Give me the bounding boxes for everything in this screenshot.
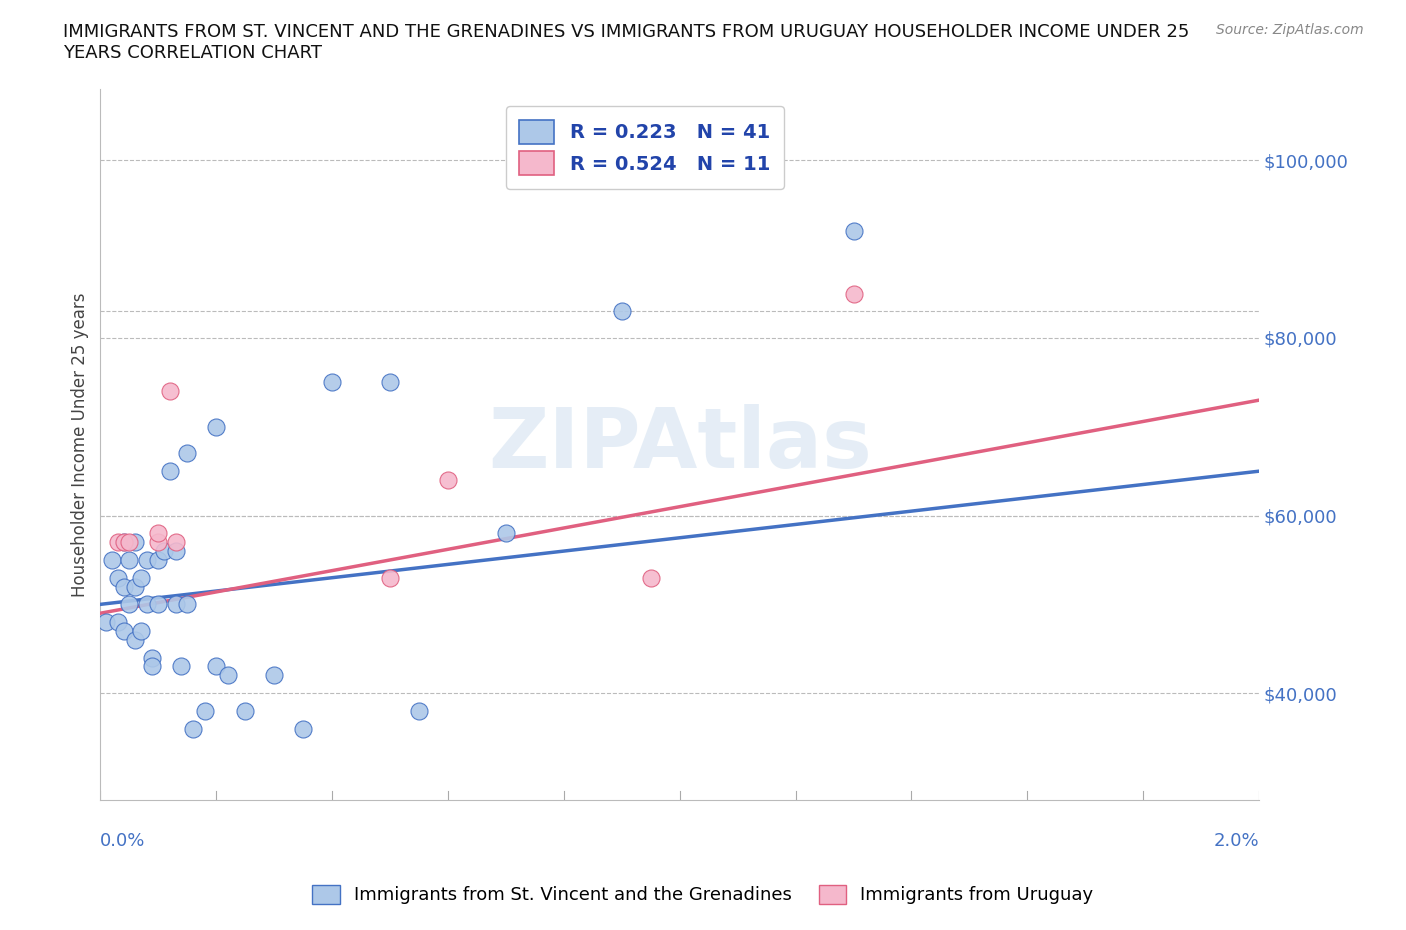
Point <box>141 659 163 674</box>
Text: Source: ZipAtlas.com: Source: ZipAtlas.com <box>1216 23 1364 37</box>
Point <box>408 703 430 718</box>
Point <box>321 375 343 390</box>
Text: IMMIGRANTS FROM ST. VINCENT AND THE GRENADINES VS IMMIGRANTS FROM URUGUAY HOUSEH: IMMIGRANTS FROM ST. VINCENT AND THE GREN… <box>63 23 1189 62</box>
Text: 2.0%: 2.0% <box>1213 831 1260 850</box>
Point <box>153 544 176 559</box>
Point <box>842 286 865 301</box>
Point <box>165 544 187 559</box>
Point <box>233 703 256 718</box>
Point <box>640 570 662 585</box>
Text: ZIPAtlas: ZIPAtlas <box>488 404 872 485</box>
Point <box>124 632 146 647</box>
Point <box>165 535 187 550</box>
Point <box>205 659 228 674</box>
Point <box>112 623 135 638</box>
Point <box>112 579 135 594</box>
Point <box>165 597 187 612</box>
Point <box>148 535 170 550</box>
Point <box>112 535 135 550</box>
Point <box>148 525 170 540</box>
Point <box>205 419 228 434</box>
Point <box>437 472 460 487</box>
Point <box>159 464 181 479</box>
Point <box>129 570 152 585</box>
Point <box>148 597 170 612</box>
Point <box>107 570 129 585</box>
Point <box>170 659 193 674</box>
Point <box>118 552 141 567</box>
Point <box>176 446 198 461</box>
Point <box>107 535 129 550</box>
Y-axis label: Householder Income Under 25 years: Householder Income Under 25 years <box>72 292 89 597</box>
Point <box>148 552 170 567</box>
Legend: R = 0.223   N = 41, R = 0.524   N = 11: R = 0.223 N = 41, R = 0.524 N = 11 <box>506 106 785 189</box>
Legend: Immigrants from St. Vincent and the Grenadines, Immigrants from Uruguay: Immigrants from St. Vincent and the Gren… <box>305 878 1101 911</box>
Point <box>135 597 157 612</box>
Point <box>263 668 285 683</box>
Point <box>378 570 401 585</box>
Point <box>217 668 239 683</box>
Point <box>495 525 517 540</box>
Point <box>176 597 198 612</box>
Point <box>141 650 163 665</box>
Point <box>107 615 129 630</box>
Point <box>159 384 181 399</box>
Point <box>94 615 117 630</box>
Text: 0.0%: 0.0% <box>100 831 146 850</box>
Point <box>378 375 401 390</box>
Point <box>124 535 146 550</box>
Point <box>181 721 204 736</box>
Point <box>135 552 157 567</box>
Point <box>194 703 217 718</box>
Point <box>101 552 124 567</box>
Point <box>292 721 315 736</box>
Point <box>124 579 146 594</box>
Point <box>842 224 865 239</box>
Point <box>118 597 141 612</box>
Point <box>118 535 141 550</box>
Point <box>112 535 135 550</box>
Point <box>129 623 152 638</box>
Point <box>610 304 633 319</box>
